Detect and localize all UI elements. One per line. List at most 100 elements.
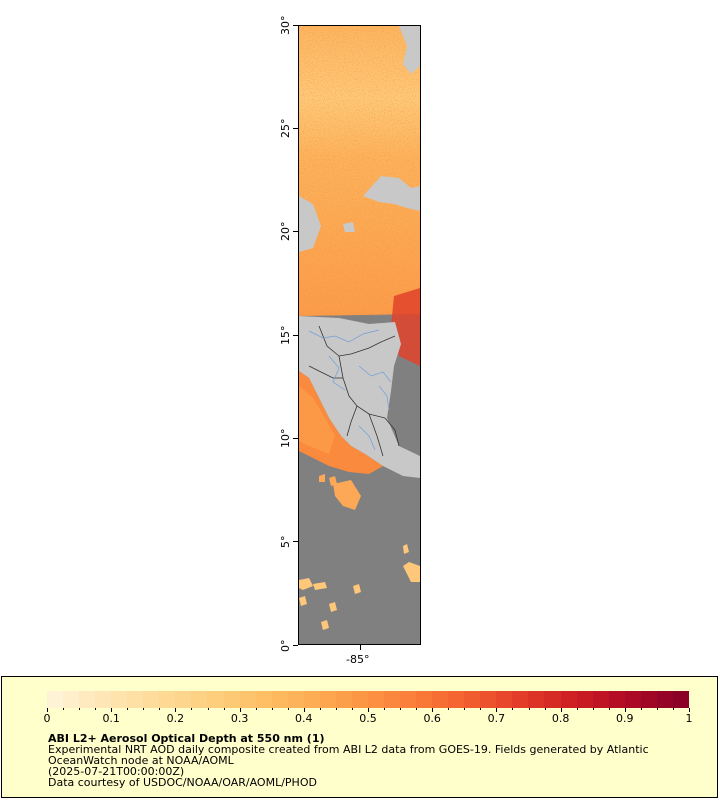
land-florida bbox=[399, 26, 420, 74]
colorbar bbox=[47, 691, 689, 708]
y-tick bbox=[293, 231, 298, 233]
y-tick bbox=[293, 24, 298, 26]
colorbar-tick-label: 0.9 bbox=[616, 712, 634, 725]
colorbar-tick-label: 0.6 bbox=[423, 712, 441, 725]
colorbar-tick bbox=[464, 708, 466, 710]
colorbar-swatch bbox=[287, 691, 304, 708]
colorbar-swatch bbox=[95, 691, 112, 708]
colorbar-swatch bbox=[111, 691, 128, 708]
colorbar-tick bbox=[111, 708, 113, 712]
country-borders bbox=[308, 325, 400, 457]
y-tick-label: 10° bbox=[279, 428, 292, 449]
legend-credit: Data courtesy of USDOC/NOAA/OAR/AOML/PHO… bbox=[48, 776, 317, 789]
y-tick bbox=[293, 437, 298, 439]
land-small-island bbox=[343, 222, 355, 232]
colorbar-tick bbox=[95, 708, 97, 710]
colorbar-tick bbox=[127, 708, 129, 710]
colorbar-swatch bbox=[239, 691, 256, 708]
colorbar-tick bbox=[416, 708, 418, 710]
legend-description-1: Experimental NRT AOD daily composite cre… bbox=[48, 743, 649, 756]
y-tick-label: 0° bbox=[279, 639, 292, 652]
x-tick-label: -85° bbox=[346, 653, 370, 666]
colorbar-swatch bbox=[512, 691, 529, 708]
y-tick-label: 20° bbox=[279, 221, 292, 242]
colorbar-tick-label: 0.7 bbox=[487, 712, 506, 725]
colorbar-swatch bbox=[528, 691, 545, 708]
colorbar-swatch bbox=[576, 691, 593, 708]
colorbar-tick bbox=[512, 708, 514, 710]
colorbar-tick-label: 0.5 bbox=[359, 712, 377, 725]
colorbar-tick-label: 0 bbox=[43, 712, 51, 725]
aod-patches-south bbox=[299, 474, 420, 630]
colorbar-tick bbox=[79, 708, 81, 710]
aod-map bbox=[299, 26, 420, 630]
colorbar-tick bbox=[528, 708, 530, 710]
colorbar-swatch bbox=[400, 691, 417, 708]
legend-title: ABI L2+ Aerosol Optical Depth at 550 nm … bbox=[48, 732, 325, 745]
colorbar-tick-label: 1 bbox=[685, 712, 693, 725]
colorbar-tick-label: 0.1 bbox=[102, 712, 120, 725]
colorbar-tick bbox=[640, 708, 642, 710]
colorbar-tick bbox=[608, 708, 610, 710]
y-tick bbox=[293, 334, 298, 336]
land-cuba bbox=[363, 176, 420, 211]
colorbar-swatch bbox=[624, 691, 641, 708]
colorbar-tick bbox=[191, 708, 193, 710]
colorbar-swatch bbox=[79, 691, 96, 708]
map-panel[interactable] bbox=[298, 25, 421, 645]
colorbar-swatch bbox=[672, 691, 689, 708]
colorbar-swatch bbox=[255, 691, 272, 708]
legend-date: (2025-07-21T00:00:00Z) bbox=[48, 765, 185, 778]
colorbar-tick bbox=[448, 708, 450, 710]
colorbar-swatch bbox=[175, 691, 192, 708]
aod-field-north bbox=[299, 26, 420, 316]
y-tick-label: 15° bbox=[279, 325, 292, 345]
rivers bbox=[308, 329, 392, 451]
colorbar-tick-label: 0.2 bbox=[166, 712, 185, 725]
colorbar-swatch bbox=[303, 691, 320, 708]
colorbar-tick bbox=[656, 708, 658, 710]
colorbar-swatch bbox=[127, 691, 144, 708]
colorbar-swatch bbox=[416, 691, 433, 708]
colorbar-tick bbox=[689, 708, 690, 712]
y-tick-label: 25° bbox=[279, 118, 292, 139]
colorbar-tick bbox=[207, 708, 209, 710]
colorbar-tick bbox=[335, 708, 337, 710]
y-tick-label: 5° bbox=[279, 535, 292, 549]
colorbar-tick-label: 0.4 bbox=[295, 712, 313, 725]
colorbar-tick bbox=[255, 708, 257, 710]
colorbar-swatch bbox=[143, 691, 160, 708]
colorbar-tick-label: 0.3 bbox=[230, 712, 249, 725]
colorbar-tick bbox=[47, 708, 48, 712]
colorbar-tick bbox=[544, 708, 546, 710]
colorbar-tick bbox=[368, 708, 369, 712]
colorbar-swatch bbox=[448, 691, 465, 708]
y-tick bbox=[293, 541, 298, 543]
colorbar-swatch bbox=[191, 691, 208, 708]
colorbar-swatch bbox=[464, 691, 481, 708]
land-yucatan bbox=[299, 196, 321, 252]
colorbar-swatch bbox=[560, 691, 577, 708]
colorbar-tick bbox=[351, 708, 353, 710]
colorbar-tick bbox=[592, 708, 594, 710]
colorbar-tick bbox=[576, 708, 578, 710]
colorbar-swatch bbox=[335, 691, 352, 708]
colorbar-tick bbox=[432, 708, 434, 712]
colorbar-swatch bbox=[47, 691, 64, 708]
colorbar-swatch bbox=[207, 691, 224, 708]
colorbar-tick bbox=[303, 708, 305, 712]
colorbar-tick-label: 0.8 bbox=[551, 712, 570, 725]
colorbar-swatch bbox=[432, 691, 449, 708]
colorbar-swatch bbox=[592, 691, 609, 708]
colorbar-swatch bbox=[319, 691, 336, 708]
y-tick bbox=[293, 644, 298, 646]
colorbar-swatch bbox=[63, 691, 80, 708]
colorbar-tick bbox=[400, 708, 402, 710]
colorbar-swatch bbox=[656, 691, 673, 708]
colorbar-tick bbox=[672, 708, 674, 710]
colorbar-tick bbox=[287, 708, 289, 710]
colorbar-tick bbox=[384, 708, 386, 710]
colorbar-swatch bbox=[496, 691, 513, 708]
colorbar-tick bbox=[63, 708, 65, 710]
colorbar-swatch bbox=[223, 691, 240, 708]
